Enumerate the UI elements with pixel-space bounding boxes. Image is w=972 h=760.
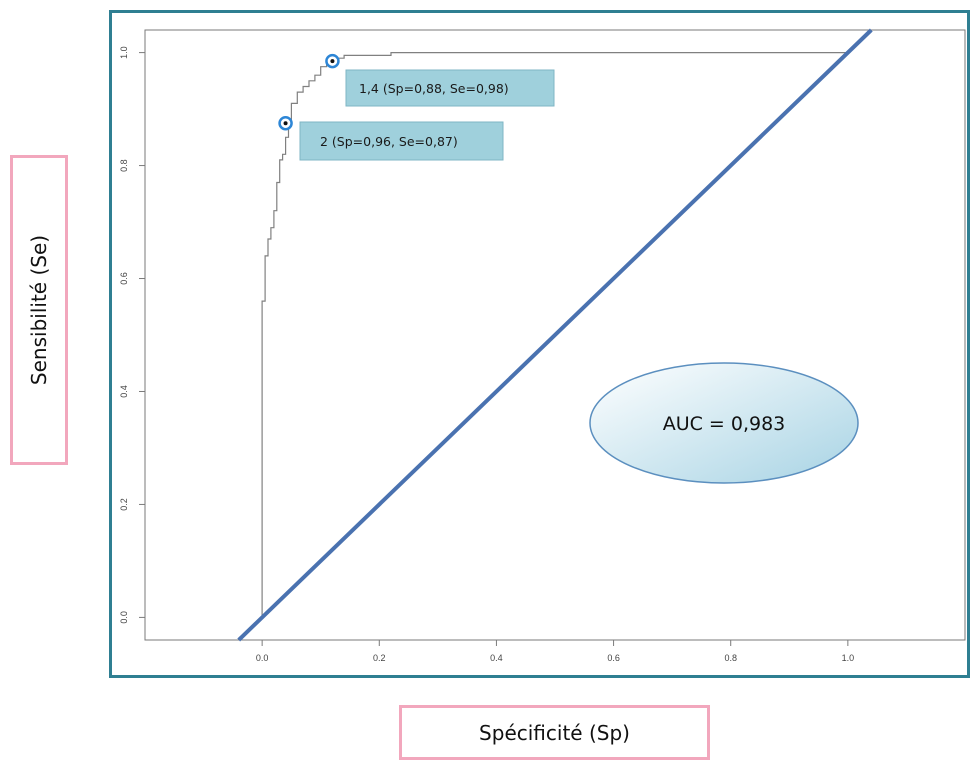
x-tick-label-5: 1.0	[842, 653, 855, 663]
y-tick-label-4: 0.8	[119, 159, 129, 172]
auc-ellipse	[589, 362, 859, 484]
y-tick-label-1: 0.2	[119, 498, 129, 511]
callout-2: 2 (Sp=0,96, Se=0,87)	[299, 121, 504, 161]
x-tick-label-3: 0.6	[607, 653, 620, 663]
callout-1-label: 1,4 (Sp=0,88, Se=0,98)	[359, 81, 509, 96]
x-tick-label-1: 0.2	[373, 653, 386, 663]
x-tick-label-0: 0.0	[256, 653, 269, 663]
highlight-points	[278, 53, 340, 131]
point-dot-1	[330, 59, 335, 64]
y-axis-label-box: Sensibilité (Se)	[10, 155, 68, 465]
y-tick-label-5: 1.0	[119, 46, 129, 59]
auc-annotation: AUC = 0,983	[589, 362, 859, 484]
callout-2-box	[299, 121, 504, 161]
x-axis-label: Spécificité (Sp)	[479, 720, 630, 745]
chart-frame	[109, 10, 970, 678]
y-tick-label-0: 0.0	[119, 611, 129, 624]
y-tick-label-2: 0.4	[119, 385, 129, 398]
x-tick-label-2: 0.4	[490, 653, 503, 663]
auc-label: AUC = 0,983	[663, 413, 786, 435]
y-axis-label: Sensibilité (Se)	[27, 234, 52, 386]
plot-box	[144, 29, 966, 641]
x-tick-label-4: 0.8	[724, 653, 737, 663]
callout-1-box	[345, 69, 555, 107]
point-dot-2	[283, 121, 288, 126]
x-axis-label-box: Spécificité (Sp)	[399, 705, 710, 760]
diagonal-reference-line	[237, 28, 873, 642]
callout-2-label: 2 (Sp=0,96, Se=0,87)	[320, 134, 458, 149]
y-tick-label-3: 0.6	[119, 272, 129, 285]
axis-ticks: 0.0 0.2 0.4 0.6 0.8 1.0 0.0 0.2 0.4 0.6 0.8 1.0	[119, 46, 854, 663]
callout-1: 1,4 (Sp=0,88, Se=0,98)	[345, 69, 555, 107]
callouts: 1,4 (Sp=0,88, Se=0,98) 2 (Sp=0,96, Se=0,…	[299, 69, 555, 161]
